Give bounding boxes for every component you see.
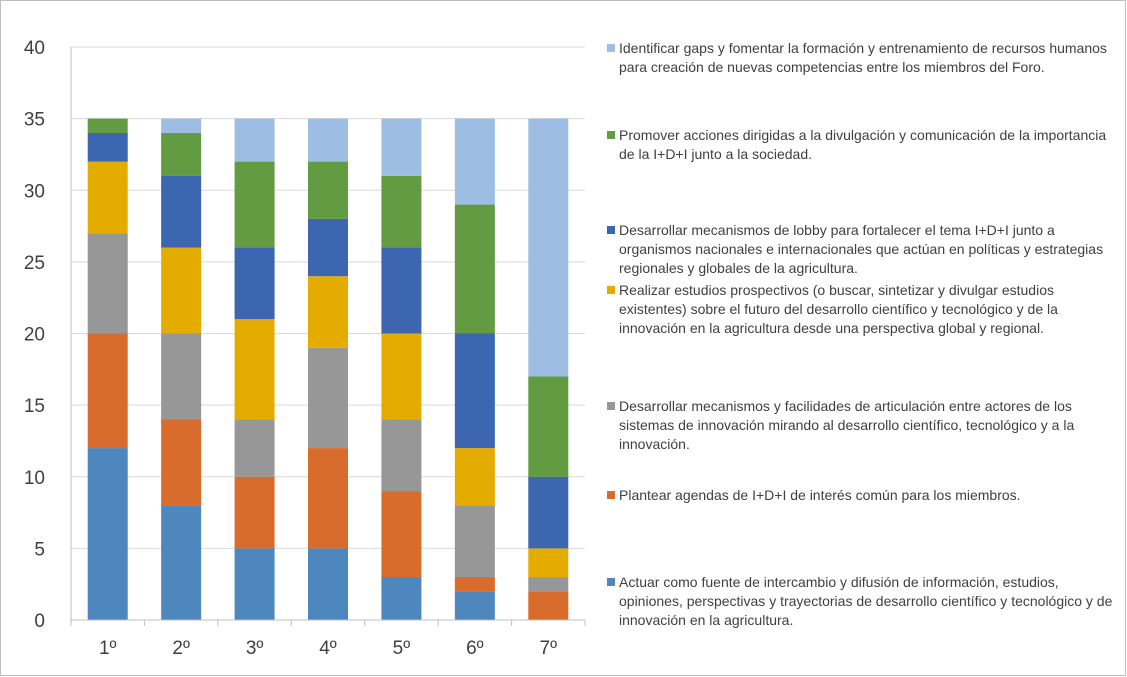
- y-tick-label: 35: [24, 110, 45, 131]
- legend-item: Identificar gaps y fomentar la formación…: [607, 39, 1113, 77]
- legend-label: Realizar estudios prospectivos (o buscar…: [619, 282, 1058, 336]
- bar-segment-series-6-cat-1: [87, 118, 128, 133]
- bar-segment-series-7-cat-5: [381, 118, 422, 176]
- legend-swatch: [607, 226, 615, 234]
- legend-label: Actuar como fuente de intercambio y difu…: [619, 574, 1113, 628]
- x-tick-label: 5º: [393, 638, 411, 659]
- bar-segment-series-3-cat-4: [308, 347, 348, 449]
- x-tick-label: 2º: [172, 638, 190, 659]
- y-tick-label: 30: [24, 181, 45, 202]
- bar-segment-series-4-cat-1: [87, 161, 128, 234]
- bar-segment-series-7-cat-3: [234, 118, 275, 162]
- legend-item: Desarrollar mecanismos de lobby para for…: [607, 221, 1113, 278]
- bar-segment-series-4-cat-6: [454, 448, 495, 506]
- bar-segment-series-2-cat-7: [528, 591, 569, 620]
- x-tick-label: 7º: [540, 638, 558, 659]
- y-tick-label: 20: [24, 325, 45, 346]
- bar-segment-series-5-cat-6: [454, 333, 495, 449]
- legend-swatch: [607, 491, 615, 499]
- y-tick-label: 5: [34, 539, 45, 560]
- bar-segment-series-2-cat-4: [308, 448, 348, 549]
- bar-segment-series-1-cat-1: [87, 448, 128, 620]
- legend-item: Plantear agendas de I+D+I de interés com…: [607, 486, 1113, 505]
- bar-segment-series-5-cat-3: [234, 247, 275, 320]
- legend-swatch: [607, 402, 615, 410]
- bar-segment-series-5-cat-2: [161, 175, 202, 248]
- bar-segment-series-2-cat-2: [161, 419, 202, 506]
- x-tick-label: 1º: [99, 638, 117, 659]
- bar-segment-series-3-cat-2: [161, 333, 202, 420]
- bar-segment-series-1-cat-2: [161, 505, 202, 620]
- bar-segment-series-3-cat-5: [381, 419, 422, 492]
- legend-item: Promover acciones dirigidas a la divulga…: [607, 126, 1113, 164]
- bar-segment-series-6-cat-6: [454, 204, 495, 334]
- y-tick-label: 0: [34, 611, 45, 632]
- x-tick-label: 6º: [466, 638, 484, 659]
- legend-item: Realizar estudios prospectivos (o buscar…: [607, 281, 1113, 338]
- bar-segment-series-4-cat-2: [161, 247, 202, 334]
- legend-label: Identificar gaps y fomentar la formación…: [619, 40, 1107, 75]
- bar-segment-series-2-cat-1: [87, 333, 128, 449]
- legend-swatch: [607, 44, 615, 52]
- legend-label: Plantear agendas de I+D+I de interés com…: [619, 487, 1021, 503]
- bar-segment-series-1-cat-5: [381, 577, 422, 620]
- legend-swatch: [607, 131, 615, 139]
- legend-swatch: [607, 578, 615, 586]
- y-tick-label: 10: [24, 468, 45, 489]
- bar-segment-series-5-cat-1: [87, 132, 128, 162]
- legend-label: Desarrollar mecanismos de lobby para for…: [619, 222, 1104, 276]
- x-tick-label: 3º: [246, 638, 264, 659]
- legend-swatch: [607, 286, 615, 294]
- bar-segment-series-6-cat-7: [528, 376, 569, 477]
- bar-segment-series-3-cat-6: [454, 505, 495, 578]
- bar-segment-series-5-cat-5: [381, 247, 422, 334]
- legend-item: Desarrollar mecanismos y facilidades de …: [607, 397, 1113, 454]
- bar-segment-series-6-cat-2: [161, 132, 202, 176]
- bar-segment-series-7-cat-6: [454, 118, 495, 205]
- legend-item: Actuar como fuente de intercambio y difu…: [607, 573, 1113, 630]
- stacked-bar-chart: 0 5 10 15 20 25 30 35 40 1º 2º 3º 4º 5º 6º 7º: [24, 38, 586, 659]
- bar-segment-series-7-cat-2: [161, 118, 202, 133]
- bar-segment-series-3-cat-1: [87, 233, 128, 334]
- bar-segment-series-6-cat-3: [234, 161, 275, 248]
- bar-segment-series-6-cat-4: [308, 161, 348, 219]
- bar-segment-series-2-cat-5: [381, 491, 422, 578]
- bar-segment-series-7-cat-4: [308, 118, 348, 162]
- bar-segment-series-3-cat-7: [528, 577, 569, 592]
- y-tick-label: 40: [24, 38, 45, 59]
- tick-labels: 0 5 10 15 20 25 30 35 40 1º 2º 3º 4º 5º 6º 7º: [24, 38, 557, 659]
- bar-segment-series-4-cat-5: [381, 333, 422, 420]
- axes: [70, 47, 586, 626]
- bar-segment-series-6-cat-5: [381, 175, 422, 248]
- bar-segment-series-1-cat-6: [454, 591, 495, 620]
- bar-segment-series-1-cat-4: [308, 548, 348, 620]
- bar-segment-series-4-cat-4: [308, 276, 348, 348]
- bar-segment-series-1-cat-3: [234, 548, 275, 620]
- legend: Identificar gaps y fomentar la formación…: [607, 1, 1117, 677]
- y-tick-label: 15: [24, 396, 45, 417]
- bar-segment-series-3-cat-3: [234, 419, 275, 477]
- bar-segment-series-2-cat-6: [454, 577, 495, 592]
- bar-segment-series-4-cat-3: [234, 319, 275, 420]
- bar-segment-series-4-cat-7: [528, 548, 569, 578]
- legend-label: Desarrollar mecanismos y facilidades de …: [619, 398, 1075, 452]
- bar-segment-series-7-cat-7: [528, 118, 569, 377]
- x-tick-label: 4º: [319, 638, 337, 659]
- y-tick-label: 25: [24, 253, 45, 274]
- bars: [87, 118, 569, 620]
- legend-label: Promover acciones dirigidas a la divulga…: [619, 127, 1107, 162]
- bar-segment-series-5-cat-4: [308, 218, 348, 277]
- bar-segment-series-5-cat-7: [528, 476, 569, 549]
- bar-segment-series-2-cat-3: [234, 476, 275, 549]
